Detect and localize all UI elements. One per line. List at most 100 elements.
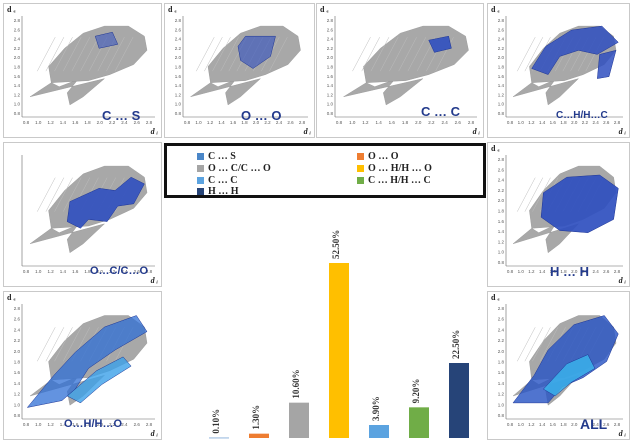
legend-swatch bbox=[197, 177, 204, 185]
fingerprint-texture bbox=[62, 37, 82, 72]
x-tick-label: 2.0 bbox=[571, 120, 578, 125]
fingerprint-highlight bbox=[531, 25, 619, 75]
x-tick-label: 2.2 bbox=[264, 120, 271, 125]
x-tick-label: 1.0 bbox=[349, 120, 356, 125]
bar-value-label-4: 3.90% bbox=[371, 396, 381, 421]
x-tick-label: 1.0 bbox=[35, 120, 42, 125]
y-tick-label: 2.4 bbox=[498, 327, 505, 332]
y-tick-label: 2.4 bbox=[14, 327, 21, 332]
y-tick-label: 2.6 bbox=[14, 27, 21, 32]
y-tick-label: 1.6 bbox=[498, 74, 505, 79]
legend-item-chhc: C … H/H … C bbox=[357, 175, 431, 186]
fingerprint-texture bbox=[269, 37, 288, 72]
legend-label: O … O bbox=[368, 151, 399, 162]
y-tick-label: 1.8 bbox=[175, 65, 182, 70]
x-axis-letter: d ᵢ bbox=[303, 127, 311, 136]
bar-value-label-0: 0.10% bbox=[211, 409, 221, 434]
fingerprint-highlight bbox=[597, 49, 617, 79]
y-tick-label: 2.0 bbox=[175, 55, 182, 60]
fingerprint-texture bbox=[54, 327, 73, 362]
x-tick-label: 2.0 bbox=[415, 120, 422, 125]
fingerprint-texture bbox=[37, 177, 56, 212]
fingerprint-texture bbox=[517, 177, 536, 212]
x-tick-label: 2.6 bbox=[603, 269, 610, 274]
x-tick-label: 1.0 bbox=[518, 422, 525, 427]
y-tick-label: 2.0 bbox=[14, 349, 21, 354]
x-tick-label: 2.8 bbox=[614, 422, 621, 427]
x-tick-label: 2.4 bbox=[121, 269, 128, 274]
x-tick-label: 1.0 bbox=[195, 120, 202, 125]
y-tick-label: 2.6 bbox=[498, 27, 505, 32]
x-tick-label: 2.4 bbox=[276, 120, 283, 125]
fingerprint-texture bbox=[517, 37, 536, 72]
y-tick-label: 2.2 bbox=[498, 188, 505, 193]
x-tick-label: 0.8 bbox=[507, 120, 514, 125]
y-tick-label: 1.8 bbox=[498, 209, 505, 214]
x-tick-label: 2.6 bbox=[134, 422, 141, 427]
fingerprint-plot-ohho: 2.8 2.6 2.4 2.2 2.0 1.8 1.6 1.4 1.2 1.0 0.80.8 1.0 1… bbox=[14, 304, 155, 427]
fingerprint-texture bbox=[37, 37, 56, 72]
x-tick-label: 2.4 bbox=[592, 269, 599, 274]
x-tick-label: 0.8 bbox=[23, 269, 30, 274]
x-tick-label: 2.8 bbox=[468, 120, 475, 125]
x-tick-label: 2.8 bbox=[299, 120, 306, 125]
fingerprint-panel-hh: 2.8 2.6 2.4 2.2 2.0 1.8 1.6 1.4 1.2 1.0 0.8 0.8 1.0 1… bbox=[487, 142, 630, 287]
x-tick-label: 2.2 bbox=[582, 120, 589, 125]
x-tick-label: 1.0 bbox=[518, 120, 525, 125]
y-tick-label: 2.8 bbox=[498, 18, 505, 23]
bar-4 bbox=[369, 425, 389, 438]
fingerprint-texture bbox=[532, 177, 551, 212]
y-tick-label: 2.0 bbox=[498, 55, 505, 60]
x-tick-label: 1.8 bbox=[560, 422, 567, 427]
fingerprint-plot-hh: 2.82.62.42.22.01.81.61.41.21.00.80.8 1.0 1… bbox=[498, 155, 623, 274]
y-tick-label: 1.0 bbox=[498, 102, 505, 107]
fingerprint-texture bbox=[539, 327, 559, 362]
x-tick-label: 1.2 bbox=[528, 269, 535, 274]
x-tick-label: 1.4 bbox=[60, 269, 67, 274]
x-tick-label: 2.4 bbox=[592, 120, 599, 125]
x-tick-label: 2.4 bbox=[121, 120, 128, 125]
legend-label: C … S bbox=[208, 151, 236, 162]
fingerprint-plot-cc: 2.8 2.6 2.4 2.2 2.0 1.8 1.6 1.4 1.2 1.0 0.80.8 1.0 1… bbox=[327, 16, 477, 125]
panel-label-cc: C … C bbox=[421, 104, 460, 119]
y-axis-letter: d ₑ bbox=[7, 293, 16, 302]
y-axis-letter: d ₑ bbox=[7, 5, 16, 14]
x-tick-label: 2.0 bbox=[571, 422, 578, 427]
fingerprint-panel-occo: 0.8 1.0 1.2 1.4 1.6 1.8 2.0 2.2 2.4 2.6 2.8 d ᵢ O…… bbox=[3, 142, 162, 287]
x-tick-label: 2.0 bbox=[97, 269, 104, 274]
x-tick-label: 2.6 bbox=[603, 422, 610, 427]
x-tick-label: 2.8 bbox=[146, 269, 153, 274]
y-tick-label: 1.4 bbox=[498, 229, 505, 234]
fingerprint-texture bbox=[204, 37, 223, 72]
y-tick-label: 2.8 bbox=[498, 157, 505, 162]
y-tick-label: 0.8 bbox=[498, 111, 505, 116]
bar-0 bbox=[209, 437, 229, 439]
panel-label-occo: O…C/C…O bbox=[90, 265, 149, 277]
fingerprint-panel-cs: 2.8 2.6 2.4 2.2 2.0 1.8 1.6 1.4 1.2 1.0 0.8 0.8 1.0 1… bbox=[3, 3, 162, 138]
fingerprint-plot-occo: 0.8 1.0 1.2 1.4 1.6 1.8 2.0 2.2 2.4 2.6 2.8 bbox=[21, 155, 155, 274]
y-tick-label: 1.2 bbox=[14, 392, 21, 397]
x-tick-label: 2.6 bbox=[134, 120, 141, 125]
x-tick-label: 2.8 bbox=[146, 422, 153, 427]
y-tick-label: 2.8 bbox=[498, 306, 505, 311]
fingerprint-texture bbox=[45, 37, 65, 72]
y-tick-label: 2.2 bbox=[175, 46, 182, 51]
fingerprint-texture bbox=[352, 37, 371, 72]
y-tick-label: 2.6 bbox=[498, 317, 505, 322]
y-tick-label: 0.8 bbox=[14, 413, 21, 418]
y-tick-label: 2.4 bbox=[175, 37, 182, 42]
x-tick-label: 1.2 bbox=[528, 120, 535, 125]
y-tick-label: 2.0 bbox=[14, 55, 21, 60]
fingerprint-highlight bbox=[237, 35, 276, 69]
y-tick-label: 2.6 bbox=[14, 317, 21, 322]
fingerprint-texture bbox=[114, 37, 134, 72]
y-tick-label: 1.2 bbox=[175, 92, 182, 97]
y-tick-label: 1.4 bbox=[327, 83, 334, 88]
x-tick-label: 2.6 bbox=[455, 120, 462, 125]
y-tick-label: 0.8 bbox=[175, 111, 182, 116]
fingerprint-texture bbox=[524, 37, 544, 72]
bar-value-label-5: 9.20% bbox=[411, 379, 421, 404]
x-tick-label: 1.8 bbox=[84, 269, 91, 274]
fingerprint-texture bbox=[370, 37, 390, 72]
y-tick-label: 0.8 bbox=[498, 413, 505, 418]
